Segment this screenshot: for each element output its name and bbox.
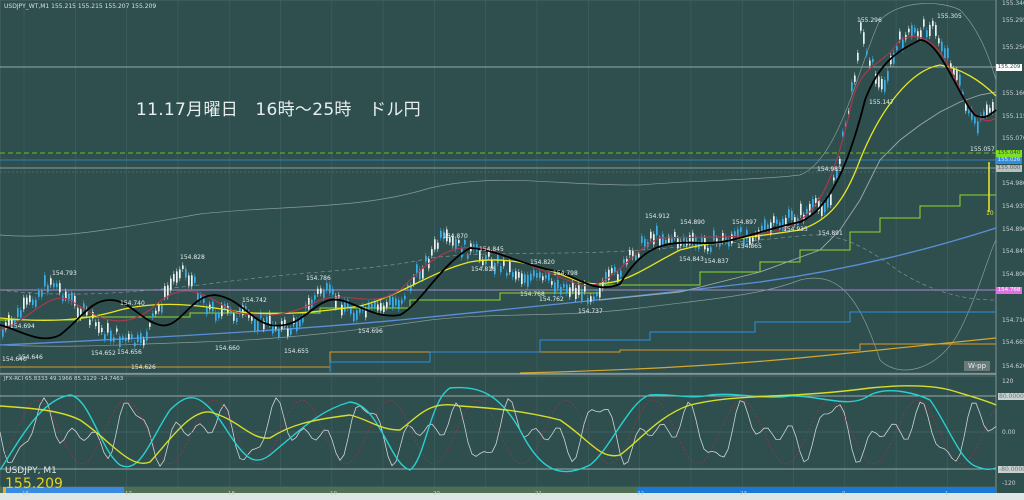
extreme-price-label: 154.646 — [18, 354, 43, 361]
price-level-tag: 155.026 — [996, 157, 1022, 164]
time-axis-label: 17 — [125, 491, 132, 497]
extreme-price-label: 154.640 — [2, 356, 27, 363]
price-axis-label: 155.160 — [1002, 90, 1024, 97]
extreme-price-label: 154.820 — [530, 259, 555, 266]
w-pp-label: W-pp — [964, 361, 990, 371]
time-axis-label: 20 — [433, 491, 440, 497]
indicator-axis-label: 120 — [1002, 378, 1014, 385]
extreme-price-label: 154.737 — [578, 308, 603, 315]
extreme-price-label: 154.742 — [242, 297, 267, 304]
extreme-price-label: 154.912 — [645, 213, 670, 220]
extreme-price-label: 154.740 — [120, 300, 145, 307]
price-axis-label: 154.890 — [1002, 226, 1024, 233]
ohlc-values: 155.215 155.215 155.207 155.209 — [51, 3, 157, 10]
price-level-tag: 155.040 — [996, 150, 1022, 157]
extreme-price-label: 155.305 — [937, 13, 962, 20]
extreme-price-label: 154.786 — [306, 275, 331, 282]
extreme-price-label: 154.798 — [553, 270, 578, 277]
extreme-price-label: 154.656 — [117, 349, 142, 356]
price-axis-label: 155.250 — [1002, 44, 1024, 51]
extreme-price-label: 154.890 — [680, 219, 705, 226]
price-axis-label: 154.710 — [1002, 317, 1024, 324]
price-level-tag: 154.768 — [996, 287, 1022, 294]
indicator-axis-label: -80.0000 — [998, 466, 1024, 473]
extreme-price-label: 154.983 — [817, 166, 842, 173]
time-axis-label: 18 — [228, 491, 235, 497]
chart-header: USDJPY_WT,M1 155.215 155.215 155.207 155… — [4, 3, 156, 10]
indicator-axis-label: 80.0000 — [998, 393, 1024, 400]
extreme-price-label: 154.897 — [732, 219, 757, 226]
chart-title-annotation: 11.17月曜日 16時～25時 ドル円 — [136, 100, 421, 120]
indicator-axis-label: -120 — [1002, 480, 1016, 487]
extreme-price-label: 154.837 — [704, 258, 729, 265]
time-axis-label: 0 — [842, 491, 846, 497]
extreme-price-label: 154.865 — [737, 243, 762, 250]
extreme-price-label: 154.845 — [479, 246, 504, 253]
symbol-timeframe: USDJPY_WT,M1 — [4, 3, 50, 10]
marker-label: 10 — [986, 210, 994, 217]
extreme-price-label: 154.696 — [358, 328, 383, 335]
time-axis-label: 19 — [330, 491, 337, 497]
price-axis-label: 154.845 — [1002, 248, 1024, 255]
extreme-price-label: 154.816 — [471, 266, 496, 273]
extreme-price-label: 154.626 — [131, 364, 156, 371]
extreme-price-label: 154.870 — [443, 233, 468, 240]
extreme-price-label: 154.652 — [91, 350, 116, 357]
extreme-price-label: 155.147 — [869, 99, 894, 106]
extreme-price-label: 154.655 — [284, 348, 309, 355]
price-axis-label: 155.295 — [1002, 17, 1024, 24]
time-axis-label: 1 — [945, 491, 949, 497]
extreme-price-label: 154.891 — [818, 230, 843, 237]
price-axis-label: 155.115 — [1002, 113, 1024, 120]
price-axis-label: 154.800 — [1002, 271, 1024, 278]
price-axis-label: 155.070 — [1002, 135, 1024, 142]
time-axis-label: 21 — [535, 491, 542, 497]
extreme-price-label: 155.296 — [857, 17, 882, 24]
price-level-tag: 155.000 — [996, 165, 1022, 172]
extreme-price-label: 154.828 — [180, 254, 205, 261]
current-price: 155.209 — [5, 476, 63, 492]
extreme-price-label: 154.843 — [679, 256, 704, 263]
price-axis-label: 154.665 — [1002, 339, 1024, 346]
extreme-price-label: 154.762 — [539, 296, 564, 303]
price-axis-label: 155.340 — [1002, 0, 1024, 7]
time-axis-label: 23 — [740, 491, 747, 497]
extreme-price-label: 154.660 — [215, 345, 240, 352]
indicator-axis-label: 0.00 — [1002, 429, 1016, 436]
extreme-price-label: 154.768 — [520, 291, 545, 298]
price-level-tag: 155.209 — [996, 64, 1022, 71]
time-axis-label: 22 — [637, 491, 644, 497]
extreme-price-label: 155.057 — [970, 146, 995, 153]
extreme-price-label: 154.793 — [52, 270, 77, 277]
price-axis-label: 154.935 — [1002, 203, 1024, 210]
time-axis-label: 16 — [22, 491, 29, 497]
price-axis-label: 154.980 — [1002, 180, 1024, 187]
indicator-header: JFX-RCI 65.8333 49.1966 85.3129 -14.7463 — [4, 376, 124, 382]
symbol-label: USDJPY, M1 — [5, 466, 57, 476]
extreme-price-label: 154.935 — [783, 226, 808, 233]
extreme-price-label: 154.694 — [10, 323, 35, 330]
price-axis-label: 154.620 — [1002, 363, 1024, 370]
